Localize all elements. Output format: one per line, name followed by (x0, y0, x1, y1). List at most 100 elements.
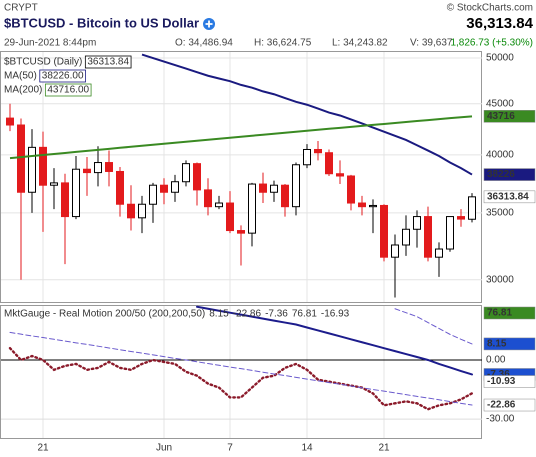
y-tick-label: -30.00 (486, 414, 515, 425)
value-badge (483, 168, 536, 181)
candle-body (446, 216, 454, 250)
x-tick-label: 21 (37, 443, 49, 454)
y-tick-label: 0.00 (486, 355, 506, 366)
value-badge (483, 306, 536, 320)
quote-item: H: 36,624.75 (254, 38, 312, 49)
candle-body (149, 184, 157, 205)
candle-body (402, 228, 410, 246)
candle-body (391, 244, 399, 258)
indicator-panel (0, 305, 482, 439)
value-badge-label: 43716 (487, 111, 515, 122)
exchange: CRYPT (4, 3, 38, 14)
candle-body (303, 148, 311, 166)
candle-body (39, 146, 47, 186)
y-tick-label: 30000 (486, 274, 514, 285)
legend-value: 43716.00 (47, 85, 89, 96)
candle-body (369, 204, 377, 208)
candle-body (94, 162, 102, 174)
x-tick-label: Jun (156, 443, 172, 454)
y-tick-label: 45000 (486, 98, 514, 109)
value-badge (483, 110, 536, 123)
candle-body (435, 248, 443, 258)
candle-body (248, 183, 256, 234)
series-line (9, 331, 473, 406)
legend-value: 38226.00 (42, 71, 84, 82)
candle-body (325, 152, 333, 175)
quote-item: L: 34,243.82 (332, 38, 388, 49)
indicator-legend-value: -22.86 (233, 309, 262, 320)
candle-body (336, 173, 344, 177)
candle-body (50, 182, 58, 186)
panel (1, 305, 482, 438)
add-button[interactable] (203, 18, 216, 30)
last-price: 36,313.84 (466, 15, 533, 32)
candle-body (281, 184, 289, 208)
candle-body (105, 162, 113, 172)
candle-body (61, 182, 69, 218)
candle-body (413, 216, 421, 230)
legend-value-box (39, 69, 86, 83)
candle-body (116, 170, 124, 205)
candle-body (314, 148, 322, 154)
legend-label: MA(200) (4, 85, 42, 96)
indicator-legend-value: 8.15 (209, 309, 229, 320)
candle-body (17, 124, 25, 193)
x-tick-label: 7 (227, 443, 233, 454)
candle-body (237, 230, 245, 234)
legend-label: $BTCUSD (Daily) (4, 57, 82, 68)
series-line (196, 305, 473, 376)
candle-body (138, 203, 146, 219)
indicator-legend-value: 76.81 (292, 309, 317, 320)
candle-body (28, 146, 36, 193)
symbol-title: $BTCUSD - Bitcoin to US Dollar (4, 15, 199, 30)
candle-body (6, 117, 14, 126)
y-tick-label: 50000 (486, 53, 514, 64)
candle-body (171, 181, 179, 193)
date: 29-Jun-2021 8:44pm (4, 38, 96, 49)
candle-body (182, 163, 190, 183)
y-tick-label: 40000 (486, 150, 514, 161)
y-tick-label: 35000 (486, 207, 514, 218)
quote-item: V: 39,637 (410, 38, 453, 49)
candle-body (215, 202, 223, 208)
candle-body (270, 184, 278, 193)
indicator-legend-value: -7.36 (265, 309, 288, 320)
series-line (9, 115, 473, 160)
legend-label: MA(50) (4, 71, 37, 82)
value-badge-label: 38226 (487, 169, 515, 180)
x-tick-label: 21 (378, 443, 390, 454)
candle-body (457, 216, 465, 220)
candle-body (226, 202, 234, 232)
candle-body (358, 202, 366, 208)
x-tick-label: 14 (301, 443, 313, 454)
indicator-title: MktGauge - Real Motion 200/50 (200,200,5… (4, 309, 205, 320)
candle-body (127, 203, 135, 219)
candle-body (259, 183, 267, 193)
candle-body (72, 168, 80, 218)
value-badge (483, 337, 536, 351)
panel (1, 52, 482, 302)
value-badge (483, 375, 536, 388)
candle-body (292, 164, 300, 208)
value-badge-label: 76.81 (487, 308, 512, 319)
change: 1,826.73 (+5.30%) (450, 38, 533, 49)
candle-body (193, 163, 201, 191)
series-line (141, 53, 473, 176)
legend-value-box (84, 55, 132, 69)
value-badge-label: -22.86 (487, 400, 516, 411)
candle-body (160, 184, 168, 193)
series-line (8, 346, 474, 411)
value-badge-label: 8.15 (487, 339, 507, 350)
candle-body (347, 175, 355, 204)
value-badge-label: -7.36 (487, 369, 510, 380)
value-badge-label: 36313.84 (487, 191, 529, 202)
candle-body (83, 168, 91, 174)
value-badge (483, 190, 536, 204)
value-badge (483, 398, 536, 412)
candle-body (468, 196, 476, 220)
candle-body (424, 216, 432, 258)
copyright: © StockCharts.com (447, 3, 533, 14)
candle-body (204, 189, 212, 208)
legend-value-box (44, 83, 92, 97)
